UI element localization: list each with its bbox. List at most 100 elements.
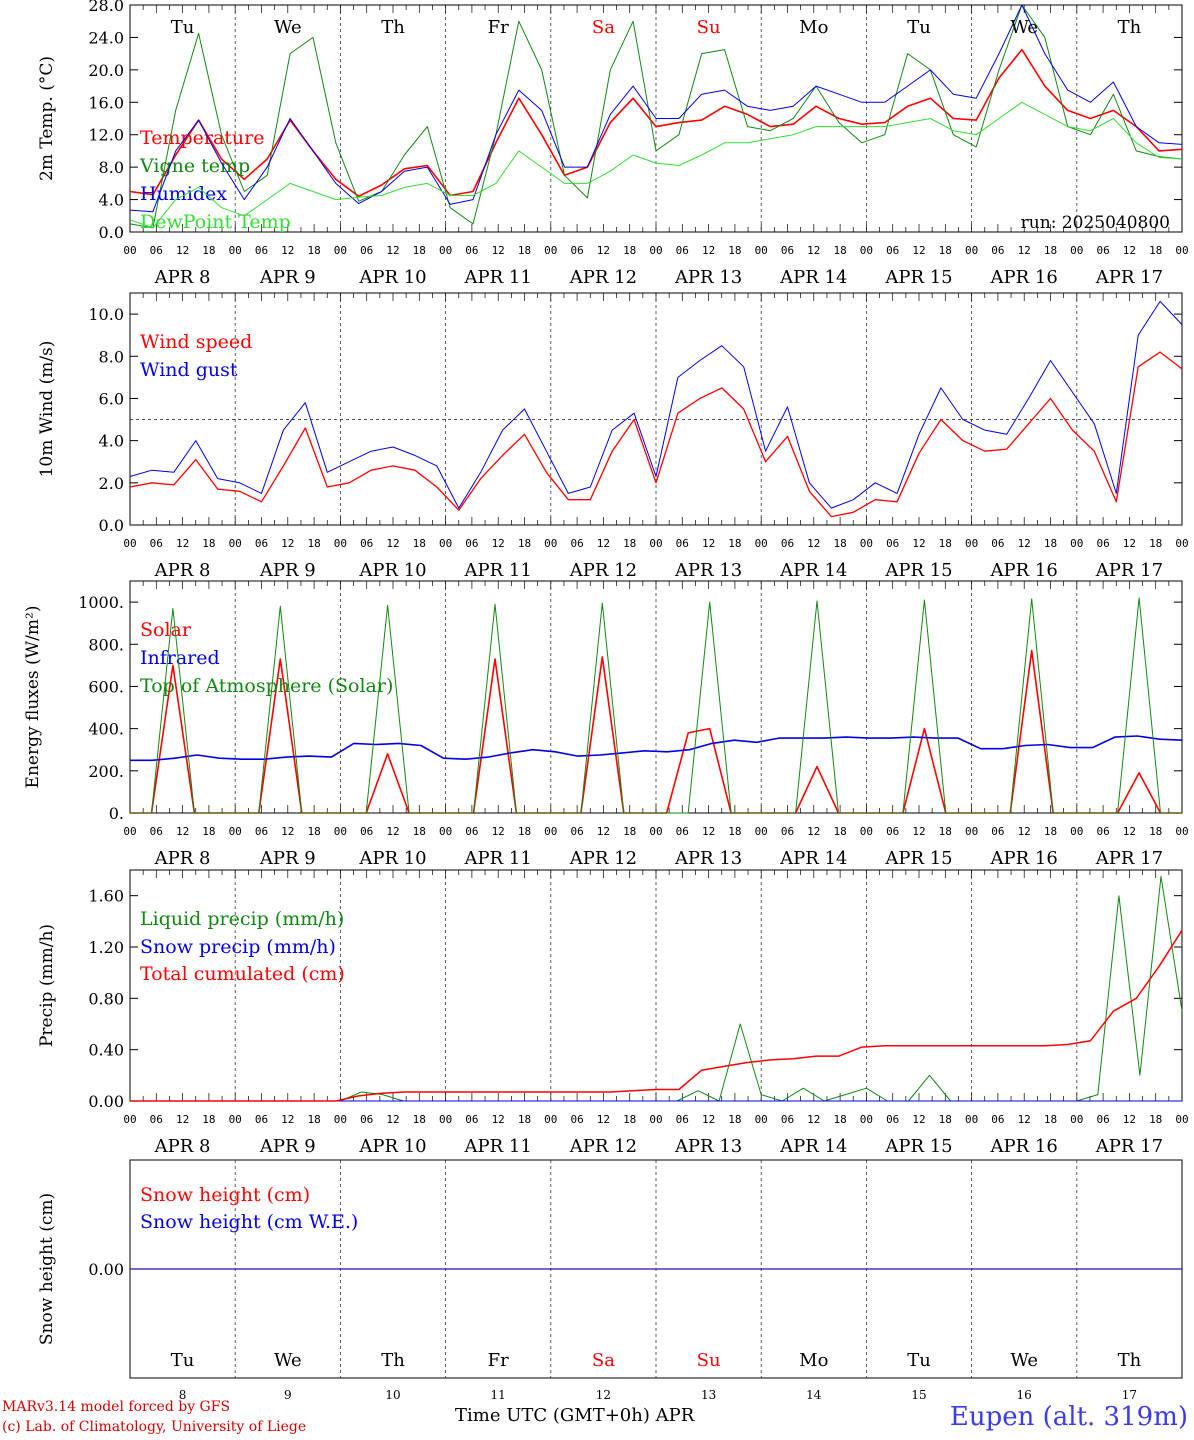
x-date-label: APR 16	[990, 1136, 1058, 1157]
x-date-label: APR 10	[358, 267, 426, 288]
x-date-label: APR 13	[674, 267, 742, 288]
y-tick-label: 10.0	[88, 305, 124, 324]
day-number: 8	[179, 1388, 187, 1402]
panel-5: 0.00 Snow height (cm) Snow height (cm) Snow…	[37, 1159, 1183, 1402]
x-tick-label: 06	[781, 1113, 794, 1126]
x-tick-label: 06	[465, 537, 478, 550]
day-number: 9	[284, 1388, 292, 1402]
x-date-label: APR 15	[884, 848, 952, 869]
x-date-label: APR 9	[259, 848, 316, 869]
x-tick-label: 00	[649, 825, 662, 838]
x-tick-label: 00	[1175, 244, 1188, 257]
x-tick-label: 12	[1018, 537, 1031, 550]
x-tick-label: 06	[886, 537, 899, 550]
x-tick-label: 12	[176, 1113, 189, 1126]
x-tick-label: 06	[570, 537, 583, 550]
x-tick-label: 06	[991, 1113, 1004, 1126]
x-tick-label: 00	[860, 244, 873, 257]
x-tick-label: 18	[1044, 537, 1057, 550]
x-tick-label: 00	[649, 537, 662, 550]
x-tick-label: 06	[1096, 1113, 1109, 1126]
x-tick-label: 00	[544, 825, 557, 838]
x-tick-label: 12	[492, 244, 505, 257]
x-axis-label-month: APR	[655, 1405, 695, 1426]
x-tick-label: 06	[676, 244, 689, 257]
x-tick-label: 18	[1149, 537, 1162, 550]
x-date-label: APR 12	[569, 1136, 637, 1157]
series-line-2	[130, 735, 1183, 762]
x-tick-label: 00	[544, 537, 557, 550]
y-tick-label: 6.0	[99, 389, 124, 408]
y-tick-label: 16.0	[88, 93, 124, 112]
x-tick-label: 18	[623, 244, 636, 257]
x-tick-label: 06	[886, 825, 899, 838]
x-tick-label: 06	[255, 244, 268, 257]
day-label: Th	[381, 1350, 405, 1371]
x-tick-label: 12	[597, 1113, 610, 1126]
x-tick-label: 18	[623, 537, 636, 550]
x-tick-label: 18	[202, 1113, 215, 1126]
x-tick-label: 18	[1044, 825, 1057, 838]
x-axis-label-time: Time UTC (GMT+0h)	[455, 1405, 650, 1426]
x-date-label: APR 13	[674, 560, 742, 581]
x-tick-label: 00	[229, 1113, 242, 1126]
x-date-label: APR 13	[674, 1136, 742, 1157]
x-tick-label: 18	[307, 1113, 320, 1126]
x-date-label: APR 11	[464, 267, 532, 288]
x-date-label: APR 17	[1095, 1136, 1163, 1157]
day-label: Th	[381, 17, 405, 38]
x-tick-label: 18	[939, 244, 952, 257]
x-tick-label: 06	[150, 825, 163, 838]
x-tick-label: 00	[755, 825, 768, 838]
day-label: Fr	[488, 1350, 509, 1371]
x-tick-label: 12	[807, 1113, 820, 1126]
x-date-label: APR 16	[990, 848, 1058, 869]
x-tick-label: 12	[702, 244, 715, 257]
x-tick-label: 12	[912, 1113, 925, 1126]
panel-2: 00 06 12 18 00 06 12 18 00 06 12 18 00 06 12 18 00 06 12 18…	[37, 292, 1189, 581]
x-tick-label: 00	[965, 825, 978, 838]
x-tick-label: 00	[755, 537, 768, 550]
series-line-2	[129, 300, 1183, 509]
x-tick-label: 12	[1018, 244, 1031, 257]
x-tick-label: 06	[255, 1113, 268, 1126]
x-tick-label: 06	[886, 244, 899, 257]
legend-entry: Temperature	[140, 127, 264, 149]
y-tick-label: 2.0	[99, 474, 124, 493]
x-tick-label: 12	[912, 825, 925, 838]
x-tick-label: 12	[807, 244, 820, 257]
y-tick-label: 0.	[109, 804, 124, 823]
x-tick-label: 06	[570, 825, 583, 838]
x-tick-label: 18	[1149, 1113, 1162, 1126]
x-date-label: APR 9	[259, 1136, 316, 1157]
x-tick-label: 06	[360, 537, 373, 550]
series-line-1	[129, 351, 1183, 518]
x-tick-label: 12	[1018, 825, 1031, 838]
y-tick-label: 0.40	[88, 1041, 124, 1060]
legend-entry: Humidex	[140, 183, 227, 205]
x-tick-label: 18	[307, 825, 320, 838]
panel-4: 00 06 12 18 00 06 12 18 00 06 12 18 00 06 12 18 00 06 12 18…	[37, 869, 1189, 1157]
x-tick-label: 18	[202, 825, 215, 838]
x-tick-label: 12	[386, 244, 399, 257]
x-tick-label: 18	[518, 825, 531, 838]
x-tick-label: 12	[176, 825, 189, 838]
x-tick-label: 00	[1175, 537, 1188, 550]
day-number: 11	[491, 1388, 506, 1402]
x-tick-label: 00	[229, 244, 242, 257]
legend-entry: Top of Atmosphere (Solar)	[140, 675, 393, 697]
x-tick-label: 12	[1018, 1113, 1031, 1126]
day-number: 13	[701, 1388, 716, 1402]
x-tick-label: 18	[939, 825, 952, 838]
x-date-label: APR 12	[569, 267, 637, 288]
y-tick-label: 24.0	[88, 28, 124, 47]
legend-entry: Snow height (cm W.E.)	[140, 1211, 358, 1233]
x-date-label: APR 9	[259, 267, 316, 288]
x-tick-label: 00	[755, 1113, 768, 1126]
y-tick-label: 1.20	[88, 938, 124, 957]
x-date-label: APR 14	[779, 560, 847, 581]
x-tick-label: 06	[465, 244, 478, 257]
footer-copyright: (c) Lab. of Climatology, University of L…	[2, 1419, 307, 1435]
x-tick-label: 00	[860, 1113, 873, 1126]
day-label: We	[274, 17, 302, 38]
